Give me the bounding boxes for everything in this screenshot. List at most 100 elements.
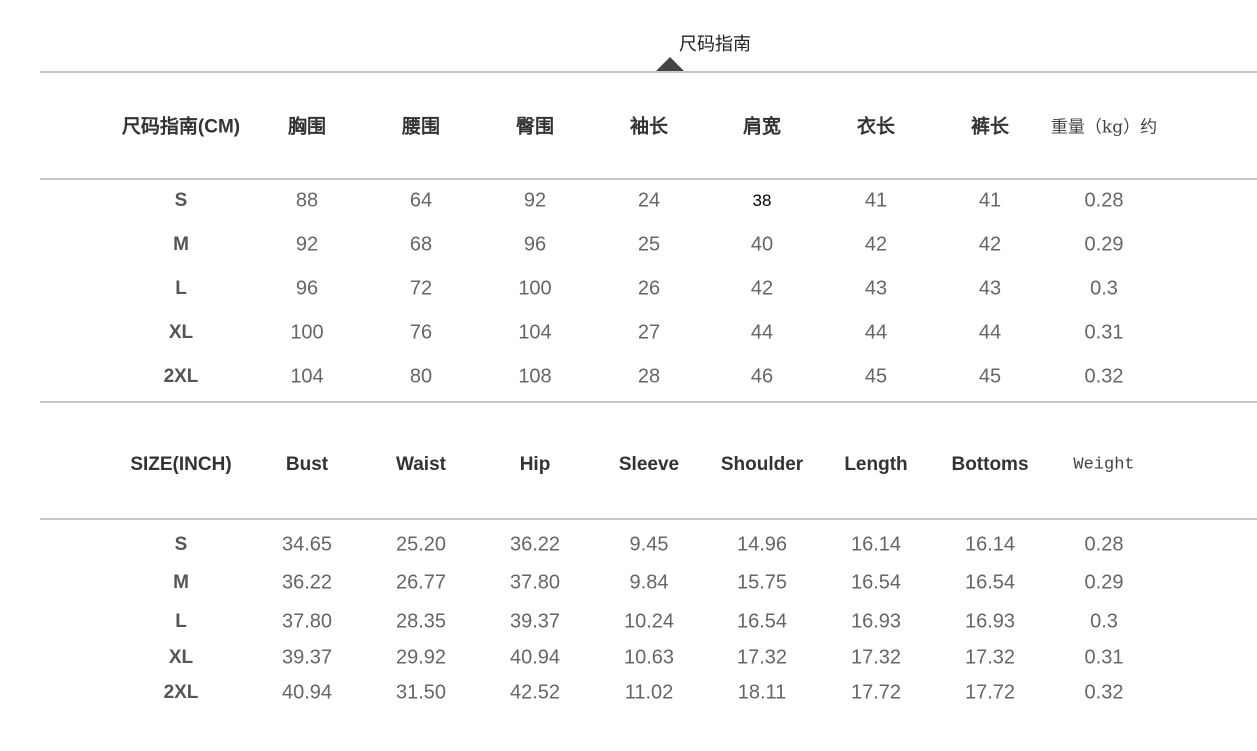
column-header: 重量（kg）约	[1050, 117, 1158, 138]
table-cell: 9.84	[629, 571, 669, 594]
table-cell: 100	[518, 277, 552, 300]
table-cell: 16.14	[964, 533, 1016, 556]
table-cell: 76	[409, 321, 433, 344]
table-cell: 40	[750, 233, 774, 256]
column-header: 裤长	[970, 116, 1009, 138]
table-cell: 26	[637, 277, 661, 300]
table-cell: 0.3	[1090, 277, 1118, 300]
size-label: M	[173, 234, 189, 255]
size-label: 2XL	[163, 682, 199, 703]
size-label: XL	[168, 322, 194, 343]
column-header: 袖长	[629, 116, 668, 138]
table-cell: 39.37	[281, 646, 333, 669]
table-cell: 27	[637, 321, 661, 344]
table-cell: 17.72	[850, 681, 902, 704]
table-cell: 108	[518, 365, 552, 388]
table-cell: 34.65	[281, 533, 333, 556]
table-cell: 39.37	[509, 610, 561, 633]
column-header: Hip	[519, 454, 551, 475]
table-cell: 31.50	[395, 681, 447, 704]
table-cell: 17.32	[850, 646, 902, 669]
column-header: 尺码指南(CM)	[121, 116, 241, 138]
table-cell: 16.54	[850, 571, 902, 594]
divider	[40, 518, 1257, 520]
table-cell: 36.22	[509, 533, 561, 556]
table-cell: 68	[409, 233, 433, 256]
table-cell: 0.32	[1084, 681, 1124, 704]
table-cell: 0.29	[1084, 571, 1124, 594]
table-cell: 104	[518, 321, 552, 344]
table-cell: 37.80	[509, 571, 561, 594]
table-cell: 17.32	[964, 646, 1016, 669]
pointer-triangle-icon	[655, 57, 685, 72]
column-header: 肩宽	[742, 116, 781, 138]
table-cell: 80	[409, 365, 433, 388]
table-cell: 0.28	[1084, 533, 1124, 556]
table-cell: 0.3	[1090, 610, 1118, 633]
column-header: 臀围	[515, 116, 554, 138]
column-header: Shoulder	[720, 454, 804, 475]
table-cell: 46	[750, 365, 774, 388]
column-header: Sleeve	[618, 454, 680, 475]
table-cell: 14.96	[736, 533, 788, 556]
table-cell: 26.77	[395, 571, 447, 594]
divider	[40, 71, 1257, 73]
column-header: Weight	[1073, 455, 1135, 475]
table-cell: 28.35	[395, 610, 447, 633]
table-cell: 88	[295, 189, 319, 212]
divider	[40, 178, 1257, 180]
column-header: 腰围	[401, 116, 440, 138]
table-cell: 25	[637, 233, 661, 256]
table-cell: 92	[295, 233, 319, 256]
table-cell: 16.54	[736, 610, 788, 633]
size-label: 2XL	[163, 366, 199, 387]
table-cell: 0.32	[1084, 365, 1124, 388]
table-cell: 40.94	[509, 646, 561, 669]
table-cell: 42	[978, 233, 1002, 256]
table-cell: 96	[523, 233, 547, 256]
table-cell: 16.54	[964, 571, 1016, 594]
table-cell: 18.11	[737, 681, 787, 704]
table-cell: 44	[750, 321, 774, 344]
table-cell: 100	[290, 321, 324, 344]
table-cell: 11.02	[624, 681, 674, 704]
column-header: 衣长	[856, 116, 895, 138]
table-cell: 42.52	[509, 681, 561, 704]
table-cell: 41	[864, 189, 888, 212]
size-label: S	[174, 190, 188, 211]
table-cell: 41	[978, 189, 1002, 212]
table-cell: 17.72	[964, 681, 1016, 704]
column-header: Bottoms	[951, 454, 1029, 475]
table-cell: 37.80	[281, 610, 333, 633]
size-label: L	[175, 611, 187, 632]
table-cell: 0.29	[1084, 233, 1124, 256]
column-header: Bust	[285, 454, 329, 475]
table-cell: 16.14	[850, 533, 902, 556]
column-header: Waist	[396, 454, 446, 475]
table-cell: 40.94	[281, 681, 333, 704]
table-cell: 42	[864, 233, 888, 256]
table-cell: 42	[750, 277, 774, 300]
table-cell: 43	[978, 277, 1002, 300]
column-header: SIZE(INCH)	[130, 454, 232, 475]
table-cell: 0.31	[1084, 321, 1124, 344]
table-cell: 72	[409, 277, 433, 300]
table-cell: 96	[295, 277, 319, 300]
table-cell: 43	[864, 277, 888, 300]
column-header: 胸围	[287, 116, 326, 138]
table-cell: 10.24	[623, 610, 675, 633]
table-cell: 45	[864, 365, 888, 388]
table-cell: 0.31	[1084, 646, 1124, 669]
table-cell: 28	[637, 365, 661, 388]
table-cell: 29.92	[395, 646, 447, 669]
table-cell: 104	[290, 365, 324, 388]
table-cell: 44	[864, 321, 888, 344]
size-label: XL	[168, 647, 194, 668]
column-header: Length	[844, 454, 908, 475]
table-cell: 64	[409, 189, 433, 212]
size-label: S	[174, 534, 188, 555]
size-label: M	[173, 572, 189, 593]
table-cell: 17.32	[736, 646, 788, 669]
table-cell: 92	[523, 189, 547, 212]
table-cell: 45	[978, 365, 1002, 388]
